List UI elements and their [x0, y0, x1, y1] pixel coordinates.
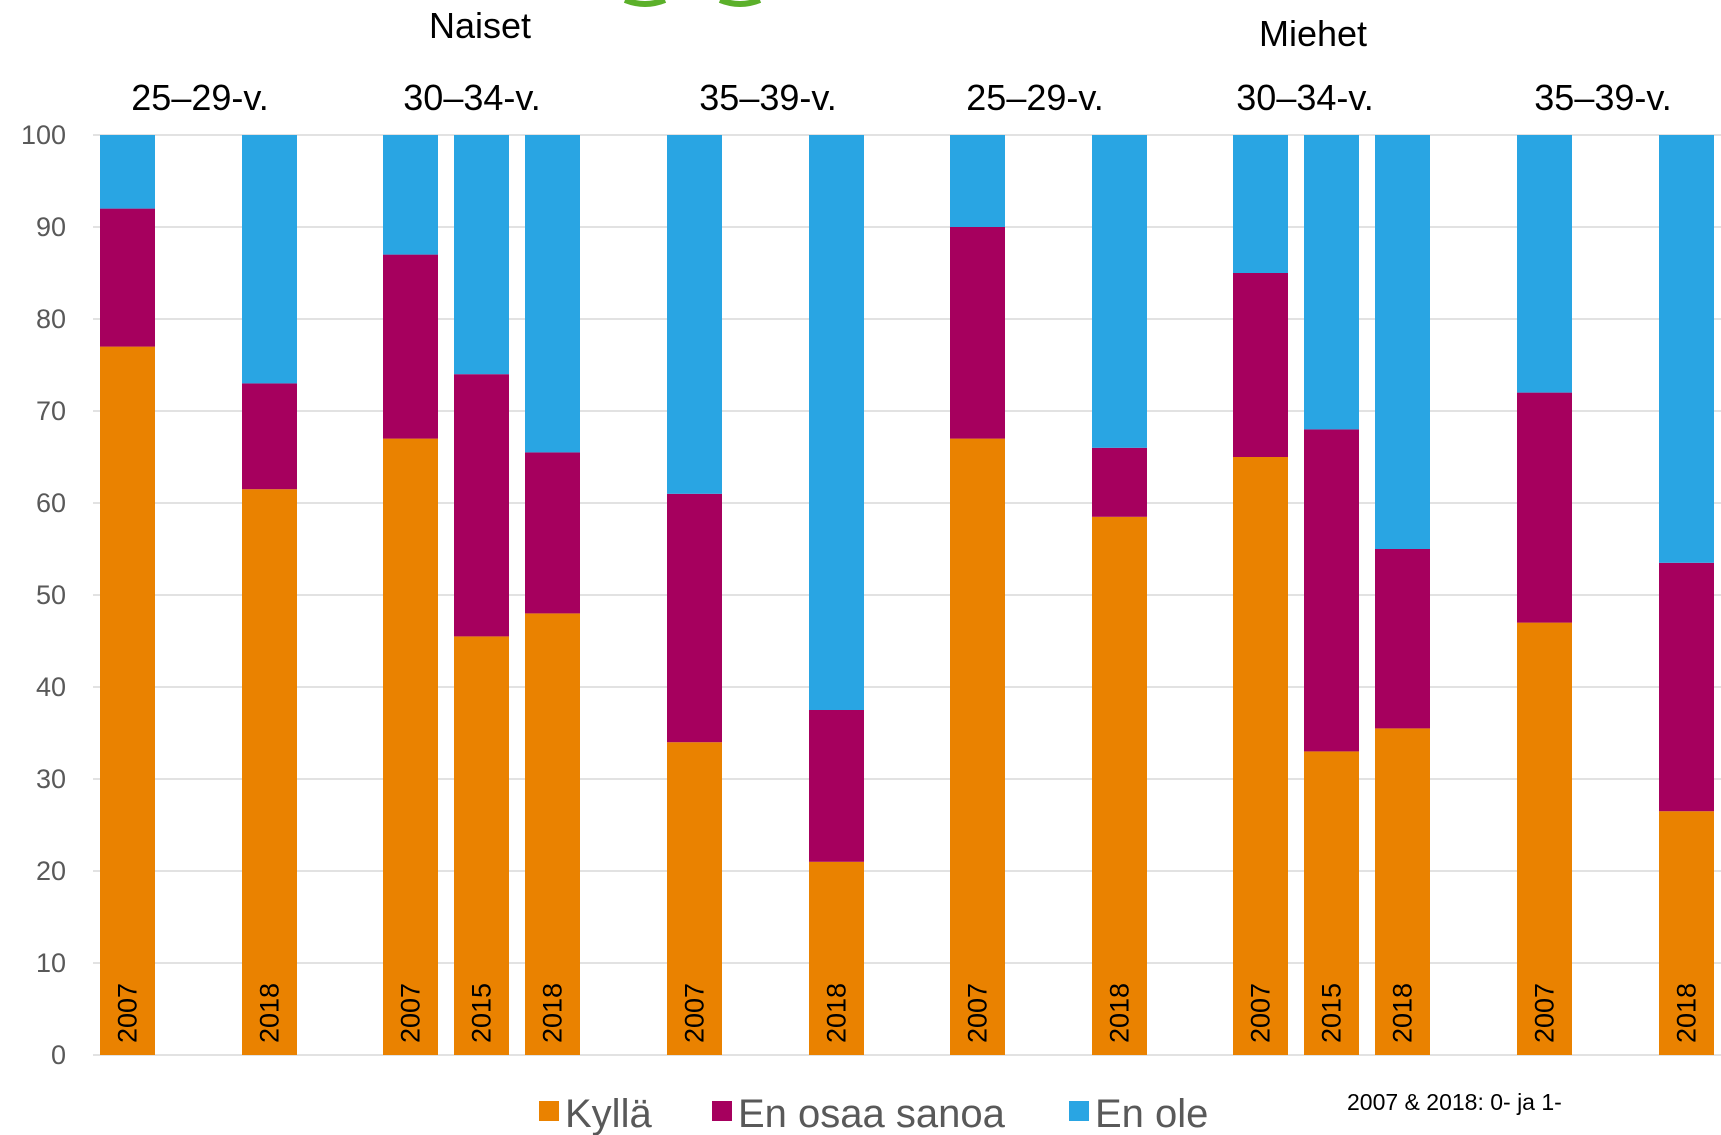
bar-segment-en-osaa-sanoa	[525, 452, 580, 614]
legend-label: En ole	[1095, 1092, 1208, 1135]
y-axis: 0 10 20 30 40 50 60 70 80 90 100	[21, 120, 66, 1070]
bar-segment-en-ole	[1517, 135, 1572, 393]
bar-segment-kyllä	[1659, 811, 1714, 1055]
bar-segment-kyllä	[525, 613, 580, 1055]
bar-segment-en-osaa-sanoa	[667, 493, 722, 743]
bar-year-label: 2018	[1105, 983, 1135, 1043]
legend-label: En osaa sanoa	[738, 1092, 1006, 1135]
y-tick-label: 0	[51, 1040, 66, 1070]
age-group-label: 35–39-v.	[699, 77, 836, 118]
bar-segment-kyllä	[1517, 622, 1572, 1055]
bar-segment-en-ole	[1304, 135, 1359, 430]
bar-segment-en-ole	[242, 135, 297, 384]
bar-segment-kyllä	[242, 489, 297, 1055]
bar-segment-kyllä	[1375, 728, 1430, 1055]
bar-segment-en-osaa-sanoa	[242, 383, 297, 490]
bar-segment-en-osaa-sanoa	[100, 208, 155, 347]
bar-year-label: 2015	[467, 983, 497, 1043]
bar-segment-en-ole	[1092, 135, 1147, 448]
age-group-label: 25–29-v.	[966, 77, 1103, 118]
bar-segment-en-osaa-sanoa	[1092, 447, 1147, 517]
bar-year-label: 2007	[113, 983, 143, 1043]
bar-segment-en-osaa-sanoa	[1304, 429, 1359, 752]
bar-segment-kyllä	[383, 438, 438, 1056]
age-group-label: 35–39-v.	[1534, 77, 1671, 118]
bar-segment-en-ole	[809, 135, 864, 710]
bar-segment-en-osaa-sanoa	[809, 710, 864, 862]
bar-segment-en-ole	[454, 135, 509, 375]
legend-swatch	[539, 1101, 559, 1121]
bar-segment-kyllä	[100, 346, 155, 1056]
bar-segment-en-ole	[1233, 135, 1288, 273]
bar-segment-en-ole	[100, 135, 155, 209]
bar-segment-en-osaa-sanoa	[1517, 392, 1572, 623]
legend-label: Kyllä	[565, 1092, 652, 1135]
bar-year-label: 2007	[1530, 983, 1560, 1043]
bar-segment-en-ole	[1659, 135, 1714, 563]
y-tick-label: 50	[36, 580, 66, 610]
bar-segment-kyllä	[1233, 457, 1288, 1055]
bar-segment-kyllä	[667, 742, 722, 1055]
bar-segment-en-osaa-sanoa	[1233, 273, 1288, 457]
age-group-label: 30–34-v.	[1236, 77, 1373, 118]
bar-segment-en-osaa-sanoa	[950, 227, 1005, 439]
bar-segment-en-osaa-sanoa	[454, 374, 509, 637]
y-tick-label: 10	[36, 948, 66, 978]
bar-segment-en-osaa-sanoa	[383, 254, 438, 439]
y-tick-label: 30	[36, 764, 66, 794]
bar-year-label: 2018	[1388, 983, 1418, 1043]
bar-segment-en-ole	[667, 135, 722, 494]
bar-segment-en-osaa-sanoa	[1375, 549, 1430, 729]
legend: Kyllä En osaa sanoa En ole	[539, 1092, 1208, 1135]
legend-swatch	[712, 1101, 732, 1121]
bar-segment-kyllä	[1092, 516, 1147, 1055]
bar-segment-kyllä	[950, 438, 1005, 1056]
bar-segment-en-ole	[525, 135, 580, 453]
bar-segment-kyllä	[809, 861, 864, 1055]
header-decoration	[623, 0, 762, 7]
bar-year-label: 2007	[963, 983, 993, 1043]
bar-year-label: 2018	[255, 983, 285, 1043]
bar-segment-kyllä	[454, 636, 509, 1055]
gender-label: Miehet	[1259, 13, 1367, 54]
age-group-label: 25–29-v.	[131, 77, 268, 118]
y-tick-label: 70	[36, 396, 66, 426]
bar-year-label: 2018	[1672, 983, 1702, 1043]
y-tick-label: 60	[36, 488, 66, 518]
bar-segment-en-osaa-sanoa	[1659, 562, 1714, 812]
y-tick-label: 90	[36, 212, 66, 242]
y-tick-label: 100	[21, 120, 66, 150]
bar-segment-kyllä	[1304, 751, 1359, 1055]
footnote: 2007 & 2018: 0- ja 1-	[1347, 1089, 1562, 1115]
legend-swatch	[1069, 1101, 1089, 1121]
group-headers: Naiset Miehet 25–29-v. 30–34-v. 35–39-v. 25–2…	[131, 5, 1671, 118]
bar-year-label: 2007	[680, 983, 710, 1043]
bars: 2007 2018 2007 2015 2018 2007 2018 2007 2018 2007…	[100, 135, 1714, 1056]
y-tick-label: 40	[36, 672, 66, 702]
bar-year-label: 2007	[1246, 983, 1276, 1043]
bar-year-label: 2018	[538, 983, 568, 1043]
bar-segment-en-ole	[383, 135, 438, 255]
age-group-label: 30–34-v.	[403, 77, 540, 118]
bar-year-label: 2015	[1317, 983, 1347, 1043]
y-tick-label: 20	[36, 856, 66, 886]
bar-segment-en-ole	[950, 135, 1005, 227]
gridlines	[93, 134, 1721, 1056]
bar-year-label: 2018	[822, 983, 852, 1043]
y-tick-label: 80	[36, 304, 66, 334]
bar-segment-en-ole	[1375, 135, 1430, 549]
bar-year-label: 2007	[396, 983, 426, 1043]
gender-label: Naiset	[429, 5, 531, 46]
